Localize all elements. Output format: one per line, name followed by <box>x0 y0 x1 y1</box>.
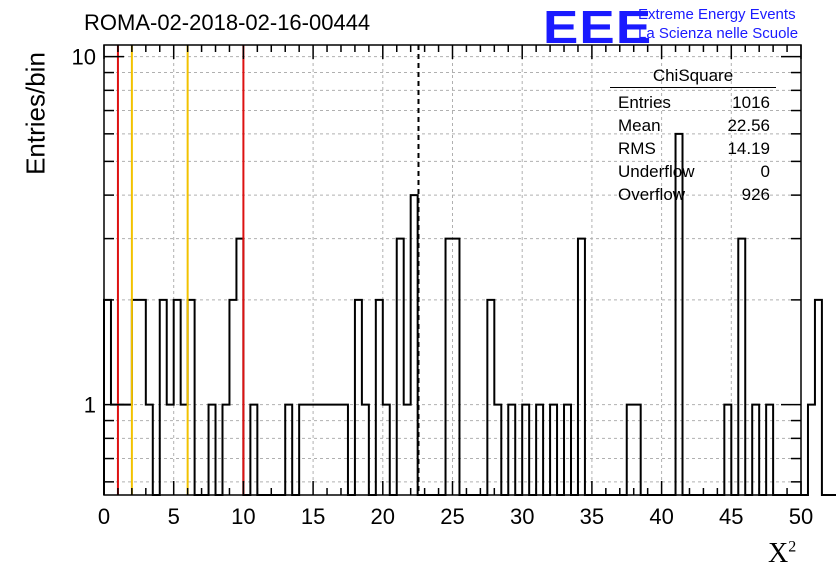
stats-value: 14.19 <box>727 139 770 158</box>
x-tick-label: 15 <box>301 504 325 529</box>
stats-row: Mean 22.56 <box>610 114 776 137</box>
histogram-outline <box>103 132 836 496</box>
logo-line-2: La Scienza nelle Scuole <box>638 25 799 42</box>
stats-value: 0 <box>760 162 770 181</box>
y-axis-label: Entries/bin <box>20 52 51 175</box>
x-tick-label: 25 <box>440 504 464 529</box>
x-tick-label: 30 <box>510 504 534 529</box>
stats-value: 22.56 <box>727 116 770 135</box>
stats-value: 1016 <box>732 93 770 112</box>
stats-value: 926 <box>741 185 770 204</box>
stats-label: RMS <box>618 139 656 158</box>
reference-lines <box>116 45 420 495</box>
x-tick-label: 45 <box>719 504 743 529</box>
stats-label: Overflow <box>618 185 686 204</box>
x-tick-label: 5 <box>168 504 180 529</box>
stats-row: Entries 1016 <box>610 91 776 114</box>
stats-label: Underflow <box>618 162 695 181</box>
tick-labels: 0 5 10 15 20 25 30 35 40 45 50 1 10 <box>72 45 814 529</box>
stats-row: RMS 14.19 <box>610 137 776 160</box>
chart-title: ROMA-02-2018-02-16-00444 <box>84 10 371 35</box>
x-tick-label: 10 <box>231 504 255 529</box>
x-tick-label: 0 <box>98 504 110 529</box>
stats-row: Overflow 926 <box>610 183 776 206</box>
stats-title: ChiSquare <box>610 66 776 88</box>
stats-label: Entries <box>618 93 671 112</box>
x-tick-label: 20 <box>371 504 395 529</box>
logo-line-1: Extreme Energy Events <box>638 6 796 23</box>
x-tick-label: 35 <box>580 504 604 529</box>
x-axis-label: X2 <box>768 538 797 569</box>
x-tick-label: 50 <box>789 504 813 529</box>
histogram-bars <box>103 132 836 496</box>
stats-label: Mean <box>618 116 661 135</box>
stats-row: Underflow 0 <box>610 160 776 183</box>
x-tick-label: 40 <box>649 504 673 529</box>
axis-ticks <box>103 45 802 495</box>
stats-box: ChiSquare Entries 1016 Mean 22.56 RMS 14.19 Un… <box>610 66 776 206</box>
eee-logo: EEE <box>543 1 653 53</box>
y-tick-label: 10 <box>72 45 96 70</box>
y-tick-label: 1 <box>84 393 96 418</box>
